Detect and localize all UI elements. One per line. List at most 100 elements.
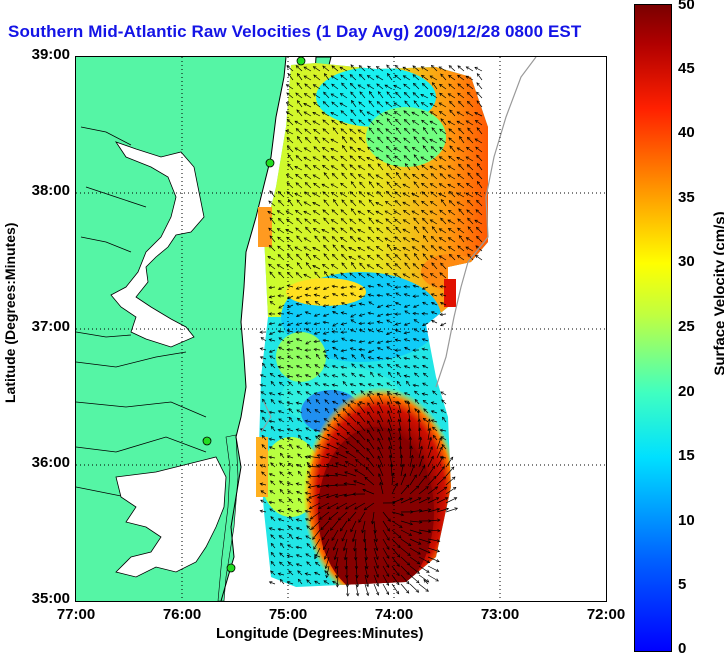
velocity-arrowhead <box>278 346 282 350</box>
velocity-arrowhead <box>457 65 461 69</box>
velocity-arrow <box>260 347 267 351</box>
velocity-arrowhead <box>268 527 273 531</box>
velocity-arrow <box>384 210 393 216</box>
velocity-arrowhead <box>375 147 380 151</box>
velocity-arrow <box>270 561 276 567</box>
velocity-arrowhead <box>286 581 291 585</box>
velocity-arrowhead <box>322 209 326 213</box>
velocity-arrowhead <box>324 354 328 358</box>
velocity-arrowhead <box>323 217 327 221</box>
velocity-arrowhead <box>465 237 470 241</box>
velocity-arrowhead <box>289 533 293 538</box>
velocity-arrow <box>295 65 303 72</box>
velocity-arrow <box>279 579 285 585</box>
velocity-arrow <box>423 579 429 585</box>
station-marker <box>265 158 275 168</box>
velocity-arrow <box>314 294 321 297</box>
velocity-arrowhead <box>330 192 335 196</box>
velocity-arrow <box>322 236 330 243</box>
velocity-arrow <box>418 497 430 504</box>
velocity-arrowhead <box>335 452 340 456</box>
velocity-arrowhead <box>387 410 391 414</box>
velocity-arrow <box>335 493 348 498</box>
velocity-arrow <box>357 147 366 153</box>
velocity-arrowhead <box>341 82 345 87</box>
velocity-arrowhead <box>412 311 416 316</box>
velocity-arrow <box>350 304 357 307</box>
velocity-arrowhead <box>414 398 419 403</box>
velocity-arrow <box>422 226 429 234</box>
velocity-arrowhead <box>421 191 425 195</box>
velocity-arrow <box>377 455 384 468</box>
velocity-arrowhead <box>295 302 300 306</box>
velocity-arrow <box>279 462 285 468</box>
velocity-arrowhead <box>305 355 309 359</box>
velocity-arrowhead <box>344 506 349 510</box>
velocity-arrowhead <box>420 182 425 187</box>
velocity-arrow <box>322 101 330 108</box>
velocity-arrow <box>305 553 312 558</box>
velocity-arrowhead <box>295 527 300 531</box>
velocity-arrow <box>285 130 294 135</box>
velocity-arrowhead <box>435 578 439 582</box>
velocity-arrowhead <box>474 219 478 223</box>
velocity-arrowhead <box>288 498 292 502</box>
velocity-arrowhead <box>447 93 452 97</box>
velocity-arrowhead <box>413 163 417 167</box>
velocity-arrow <box>421 191 429 198</box>
velocity-arrowhead <box>396 380 401 385</box>
velocity-arrowhead <box>394 254 399 258</box>
velocity-arrowhead <box>357 174 362 178</box>
velocity-arrow <box>377 304 384 308</box>
velocity-arrowhead <box>312 120 316 124</box>
velocity-arrowhead <box>268 200 272 204</box>
velocity-arrowhead <box>367 65 371 69</box>
velocity-arrow <box>362 489 375 495</box>
velocity-arrowhead <box>358 272 362 277</box>
velocity-arrow <box>376 66 384 72</box>
velocity-arrowhead <box>430 64 435 69</box>
velocity-arrow <box>429 103 438 108</box>
velocity-arrow <box>370 371 375 378</box>
velocity-arrowhead <box>341 135 346 140</box>
velocity-arrow <box>287 375 294 378</box>
velocity-arrow <box>350 109 357 117</box>
velocity-arrow <box>287 581 294 585</box>
velocity-arrow <box>286 137 294 144</box>
velocity-arrow <box>382 511 391 522</box>
velocity-arrowhead <box>429 273 434 277</box>
velocity-arrowhead <box>406 562 411 566</box>
velocity-arrow <box>403 173 411 180</box>
velocity-arrow <box>307 443 312 450</box>
velocity-arrowhead <box>268 581 273 585</box>
velocity-arrow <box>377 340 384 344</box>
velocity-arrow <box>404 347 411 351</box>
velocity-arrowhead <box>350 400 354 404</box>
velocity-arrow <box>448 65 456 72</box>
velocity-arrowhead <box>277 527 282 532</box>
velocity-arrow <box>287 508 294 513</box>
velocity-arrow <box>260 384 267 387</box>
velocity-arrow <box>390 463 393 477</box>
velocity-arrowhead <box>387 401 391 405</box>
velocity-arrow <box>287 402 294 405</box>
velocity-arrowhead <box>465 120 470 124</box>
velocity-arrow <box>364 538 367 552</box>
velocity-arrowhead <box>276 210 281 214</box>
velocity-arrowhead <box>454 507 459 511</box>
velocity-arrow <box>395 302 402 306</box>
velocity-arrowhead <box>294 166 298 169</box>
velocity-arrow <box>322 128 330 135</box>
velocity-arrowhead <box>476 162 481 167</box>
x-tick-label: 75:00 <box>268 606 308 623</box>
velocity-arrow <box>326 565 330 578</box>
velocity-arrowhead <box>447 210 452 214</box>
velocity-arrowhead <box>367 402 371 406</box>
velocity-arrowhead <box>279 471 283 475</box>
velocity-arrow <box>295 272 303 279</box>
velocity-arrow <box>288 562 294 567</box>
velocity-arrowhead <box>358 519 362 523</box>
velocity-arrowhead <box>323 73 328 77</box>
velocity-arrow <box>278 445 285 450</box>
velocity-arrow <box>382 520 390 532</box>
